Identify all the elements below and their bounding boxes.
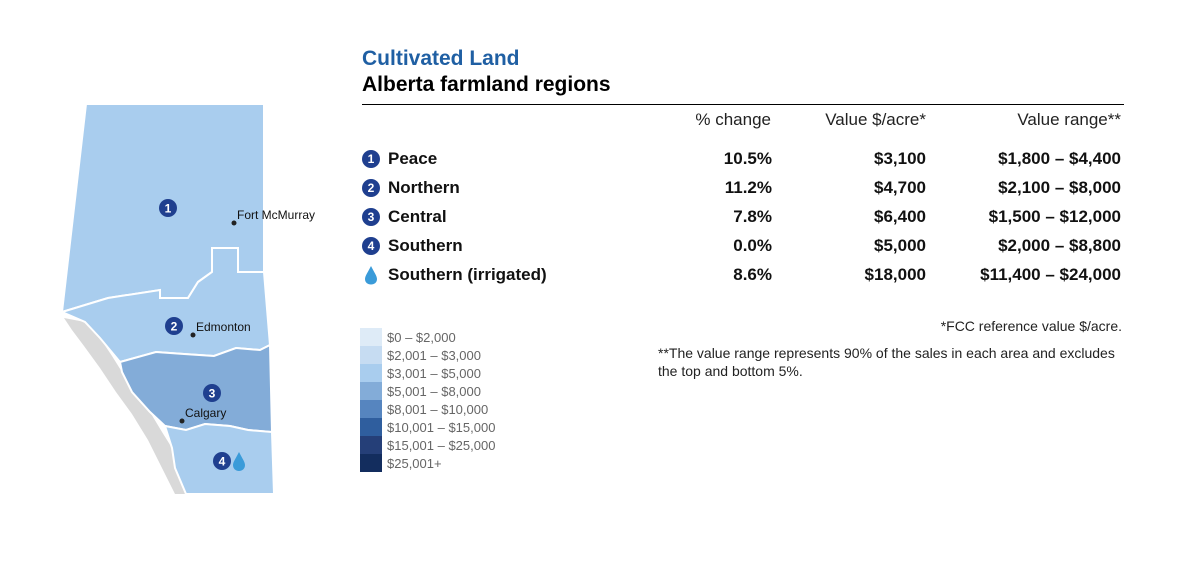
legend-swatch — [360, 382, 382, 400]
pct-change: 10.5% — [723, 149, 772, 168]
region-badge-3: 3 — [362, 208, 380, 226]
header-divider — [362, 104, 1124, 105]
value-per-acre: $4,700 — [874, 178, 926, 197]
svg-text:4: 4 — [219, 455, 226, 469]
irrigation-drop-icon — [233, 452, 245, 471]
water-drop-icon — [365, 266, 377, 285]
region-badge-1: 1 — [362, 150, 380, 168]
header: Cultivated Land Alberta farmland regions — [362, 46, 1124, 98]
legend-swatch — [360, 346, 382, 364]
legend-swatch — [360, 400, 382, 418]
legend-label: $2,001 – $3,000 — [387, 348, 481, 363]
table-row: 4 Southern 0.0% $5,000 $2,000 – $8,800 — [362, 234, 1124, 260]
footnote-fcc: *FCC reference value $/acre. — [940, 318, 1122, 334]
page-title: Cultivated Land — [362, 47, 520, 70]
table-row: Southern (irrigated) 8.6% $18,000 $11,40… — [362, 263, 1124, 289]
region-name: Northern — [388, 178, 460, 197]
region-badge-4: 4 — [362, 237, 380, 255]
pct-change: 7.8% — [733, 207, 772, 226]
legend-swatch — [360, 418, 382, 436]
legend-label: $0 – $2,000 — [387, 330, 456, 345]
region-marker-4: 4 — [213, 452, 231, 470]
table-row: 1 Peace 10.5% $3,100 $1,800 – $4,400 — [362, 147, 1124, 173]
value-per-acre: $5,000 — [874, 236, 926, 255]
pct-change: 11.2% — [724, 178, 772, 197]
legend-label: $5,001 – $8,000 — [387, 384, 481, 399]
mountain-region — [64, 318, 186, 494]
region-marker-2: 2 — [165, 317, 183, 335]
column-header-pct: % change — [695, 110, 771, 129]
value-range: $11,400 – $24,000 — [980, 265, 1121, 284]
value-range: $1,500 – $12,000 — [988, 207, 1121, 226]
region-marker-1: 1 — [159, 199, 177, 217]
region-badge-2: 2 — [362, 179, 380, 197]
region-marker-3: 3 — [203, 384, 221, 402]
svg-text:1: 1 — [165, 202, 172, 216]
value-per-acre: $18,000 — [864, 265, 926, 284]
legend-label: $3,001 – $5,000 — [387, 366, 481, 381]
page-subtitle: Alberta farmland regions — [362, 73, 611, 96]
value-per-acre: $6,400 — [874, 207, 926, 226]
city-dot-edmonton — [190, 332, 196, 338]
footnote-range: **The value range represents 90% of the … — [658, 345, 1115, 379]
region-name: Peace — [388, 149, 438, 168]
pct-change: 8.6% — [733, 265, 772, 284]
city-dot-calgary — [179, 418, 185, 424]
legend-swatch — [360, 454, 382, 472]
column-header-range: Value range** — [1017, 110, 1121, 129]
table-row: 2 Northern 11.2% $4,700 $2,100 – $8,000 — [362, 176, 1124, 202]
region-name: Southern — [388, 236, 463, 255]
value-range: $2,000 – $8,800 — [998, 236, 1121, 255]
pct-change: 0.0% — [733, 236, 772, 255]
city-label-edmonton: Edmonton — [196, 320, 251, 334]
legend-swatch — [360, 364, 382, 382]
city-dot-fort-mcmurray — [231, 220, 237, 226]
column-header-value: Value $/acre* — [825, 110, 926, 129]
value-range: $1,800 – $4,400 — [998, 149, 1121, 168]
region-name: Central — [388, 207, 447, 226]
legend-label: $8,001 – $10,000 — [387, 402, 489, 417]
svg-text:2: 2 — [171, 320, 178, 334]
region-name: Southern (irrigated) — [388, 265, 547, 284]
legend-swatch — [360, 436, 382, 454]
city-label-fort-mcmurray: Fort McMurray — [237, 208, 315, 222]
value-per-acre: $3,100 — [874, 149, 926, 168]
value-range: $2,100 – $8,000 — [998, 178, 1121, 197]
legend-swatch — [360, 328, 382, 346]
city-label-calgary: Calgary — [185, 406, 226, 420]
legend-label: $15,001 – $25,000 — [387, 438, 496, 453]
legend-label: $10,001 – $15,000 — [387, 420, 496, 435]
table-row: 3 Central 7.8% $6,400 $1,500 – $12,000 — [362, 205, 1124, 231]
legend-label: $25,001+ — [387, 456, 442, 471]
svg-text:3: 3 — [209, 387, 216, 401]
alberta-map: 1 2 3 4 Fort McMurray Edmonton Calgary — [59, 103, 315, 495]
